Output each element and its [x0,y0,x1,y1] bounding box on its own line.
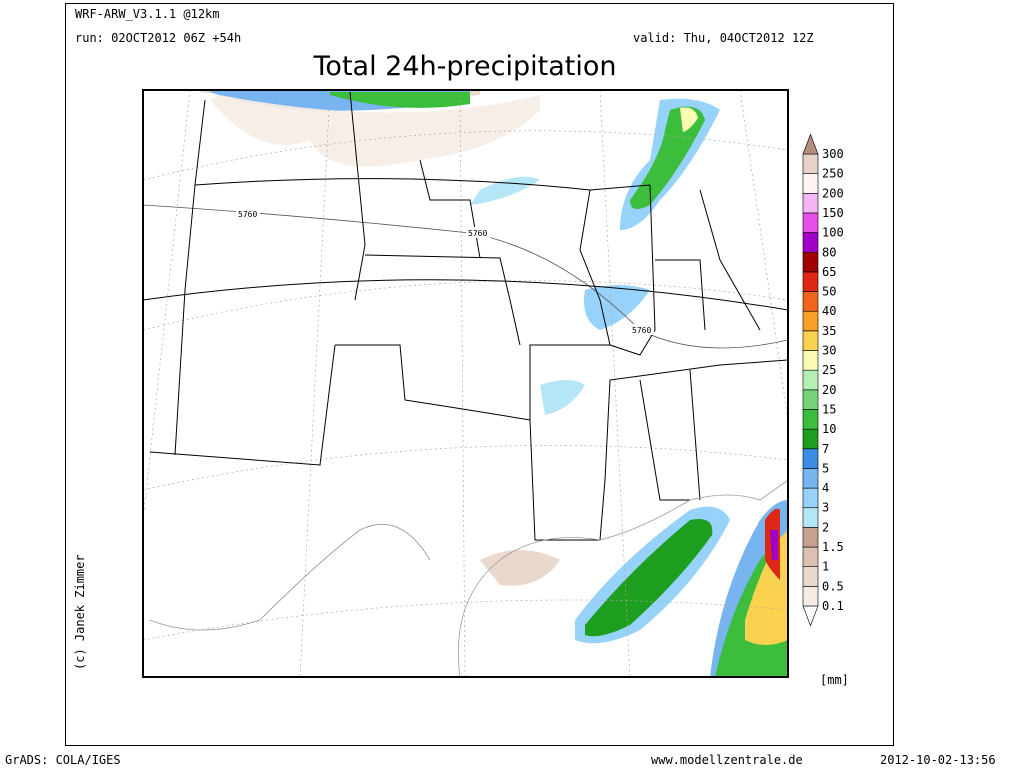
colorbar-box [802,566,819,587]
colorbar-label: 0.5 [822,579,844,593]
contours [143,204,788,349]
colorbar-box [802,586,819,607]
contour-labels: 5760 5760 5760 [236,208,654,335]
colorbar-label: 15 [822,402,836,416]
colorbar-label: 10 [822,422,836,436]
colorbar-label: 20 [822,383,836,397]
colorbar-label: 7 [822,442,829,456]
colorbar-box [802,330,819,351]
colorbar-label: 40 [822,304,836,318]
coastline [149,479,788,677]
colorbar-box [802,350,819,371]
borders [143,91,788,541]
contour-label: 5760 [238,210,257,219]
colorbar-label: 1.5 [822,540,844,554]
colorbar-label: 3 [822,501,829,515]
colorbar-box [802,546,819,567]
colorbar-box [802,251,819,273]
colorbar-label: 35 [822,324,836,338]
colorbar-box [802,428,819,450]
valid-label: valid: Thu, 04OCT2012 12Z [633,31,814,45]
contour-label: 5760 [468,229,487,238]
footer-right: 2012-10-02-13:56 [880,753,996,767]
colorbar-label: 0.1 [822,599,844,613]
colorbar-box [802,153,819,174]
colorbar-box [802,193,819,214]
colorbar-box [802,271,819,292]
colorbar-label: 80 [822,245,836,259]
footer-center: www.modellzentrale.de [651,753,803,767]
colorbar-label: 100 [822,226,844,240]
colorbar-label: 30 [822,344,836,358]
colorbar-box [802,527,819,548]
colorbar-label: 150 [822,206,844,220]
title: Total 24h-precipitation [313,51,617,82]
map-frame [142,89,789,678]
colorbar-label: 2 [822,520,829,534]
unit-label: [mm] [820,673,849,687]
colorbar: 0.1 0.5 1 1.5 2 3 4 5 7 10 15 20 25 30 35 40 50 65 80 100 15… [802,133,844,627]
colorbar-box [802,389,819,410]
colorbar-box [802,212,819,233]
colorbar-box [802,409,819,430]
map: 5760 5760 5760 [142,89,789,678]
colorbar-box [802,369,819,391]
colorbar-label: 5 [822,461,829,475]
colorbar-label: 65 [822,265,836,279]
contour-label: 5760 [632,326,651,335]
grid-lines [143,90,788,677]
colorbar-box [802,448,819,469]
footer-left: GrADS: COLA/IGES [5,753,121,767]
colorbar-box [802,487,819,509]
model-label: WRF-ARW_V3.1.1 @12km [75,7,220,21]
colorbar-box [802,468,819,489]
colorbar-box [802,507,819,528]
colorbar-box [802,173,819,194]
colorbar-label: 25 [822,363,836,377]
colorbar-label: 300 [822,147,844,161]
colorbar-label: 1 [822,560,829,574]
colorbar-box [802,310,819,332]
colorbar-label: 4 [822,481,829,495]
colorbar-box [802,291,819,312]
colorbar-triangle [802,133,819,155]
credit: (c) Janek Zimmer [73,554,87,670]
colorbar-label: 200 [822,186,844,200]
run-label: run: 02OCT2012 06Z +54h [75,31,241,45]
colorbar-label: 50 [822,285,836,299]
colorbar-label: 250 [822,167,844,181]
colorbar-box [802,232,819,253]
